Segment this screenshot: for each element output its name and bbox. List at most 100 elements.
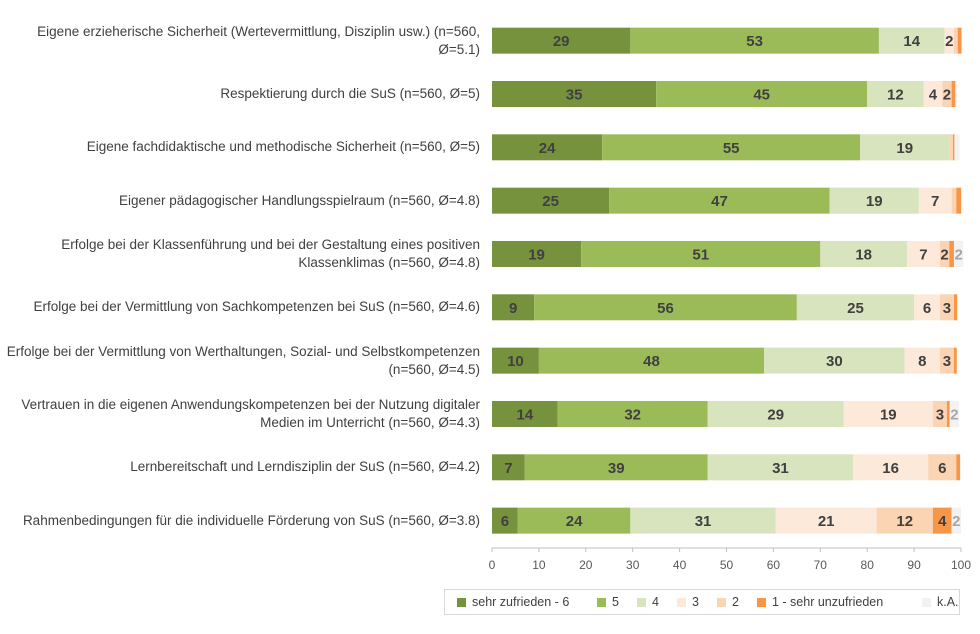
data-label: 4 <box>929 87 938 104</box>
bar-segment <box>953 347 957 374</box>
x-tick-label: 50 <box>720 558 734 572</box>
legend-item: 1 - sehr unzufrieden <box>757 595 883 609</box>
bar-segment <box>953 294 958 321</box>
legend-label: 2 <box>732 595 739 609</box>
bar-segment <box>944 27 954 54</box>
data-label: 2 <box>954 246 962 263</box>
bar-segment <box>557 400 708 427</box>
legend-item: 3 <box>677 595 699 609</box>
bar-segment <box>951 507 961 534</box>
category-label: Respektierung durch die SuS (n=560, Ø=5) <box>220 85 480 101</box>
data-label: 2 <box>945 33 953 50</box>
data-label: 9 <box>509 300 517 317</box>
data-label: 2 <box>940 246 948 263</box>
bar-segment <box>538 347 765 374</box>
data-label: 6 <box>938 460 946 477</box>
bar-segment <box>707 454 854 481</box>
data-label: 29 <box>767 406 784 423</box>
bar-segment <box>860 134 950 161</box>
bar-segment <box>876 507 933 534</box>
data-label: 4 <box>938 513 947 530</box>
legend-label: sehr zufrieden - 6 <box>472 595 570 609</box>
data-label: 30 <box>826 353 843 370</box>
bar-segment <box>609 187 830 214</box>
data-label: 35 <box>566 87 583 104</box>
legend-swatch <box>922 598 931 607</box>
bar-segment <box>517 507 631 534</box>
bar-segment <box>949 134 954 161</box>
bar-segment <box>954 134 960 161</box>
data-label: 56 <box>657 300 674 317</box>
data-label: 7 <box>931 193 939 210</box>
data-label: 48 <box>643 353 660 370</box>
bar-segment <box>953 134 955 161</box>
legend-swatch <box>757 598 766 607</box>
bar-segment <box>914 294 940 321</box>
bar-segment <box>764 347 905 374</box>
legend-label: 3 <box>692 595 699 609</box>
bar-segment <box>492 507 518 534</box>
x-tick-label: 100 <box>951 558 971 572</box>
data-label: 3 <box>936 406 944 423</box>
legend-label: 4 <box>652 595 659 609</box>
legend-label: k.A. <box>937 595 959 609</box>
bar-segment <box>907 240 940 267</box>
category-label: Erfolge bei der Vermittlung von Sachkomp… <box>33 299 480 315</box>
data-label: 24 <box>539 140 556 157</box>
data-label: 25 <box>847 300 864 317</box>
data-label: 55 <box>723 140 740 157</box>
data-label: 19 <box>528 246 545 263</box>
bar-segment <box>953 27 958 54</box>
legend-item: 2 <box>717 595 739 609</box>
data-label: 12 <box>887 87 904 104</box>
category-label: Rahmenbedingungen für die individuelle F… <box>22 512 480 528</box>
data-label: 3 <box>943 300 951 317</box>
bar-segment <box>939 240 950 267</box>
bar-segment <box>928 454 957 481</box>
bar-segment <box>492 347 539 374</box>
category-label: Eigene erzieherische Sicherheit (Werteve… <box>37 23 480 57</box>
data-label: 51 <box>692 246 709 263</box>
category-label: Vertrauen in die eigenen Anwendungskompe… <box>21 396 480 430</box>
data-label: 32 <box>624 406 641 423</box>
bar-segment <box>951 81 956 107</box>
data-label: 19 <box>866 193 883 210</box>
bar-segment <box>946 400 950 427</box>
data-label: 10 <box>507 353 524 370</box>
x-tick-label: 70 <box>814 558 828 572</box>
bar-segment <box>961 187 962 214</box>
bar-segment <box>956 187 961 214</box>
bar-segment <box>932 507 952 534</box>
data-label: 6 <box>501 513 509 530</box>
legend-label: 1 - sehr unzufrieden <box>772 595 884 609</box>
data-label: 18 <box>855 246 872 263</box>
bar-segment <box>843 400 933 427</box>
bar-segment <box>492 134 603 161</box>
data-label: 29 <box>553 33 570 50</box>
bar-segment <box>949 400 960 427</box>
data-label: 2 <box>952 513 960 530</box>
bar-segment <box>939 294 954 321</box>
bar-segment <box>492 240 582 267</box>
data-label: 19 <box>880 406 897 423</box>
legend: sehr zufrieden - 6 5 4 3 2 1 - sehr unzufried… <box>444 589 960 615</box>
x-tick-label: 90 <box>907 558 921 572</box>
bar-segment <box>775 507 877 534</box>
data-label: 3 <box>943 353 951 370</box>
category-label: Lernbereitschaft und Lerndisziplin der S… <box>130 459 480 475</box>
bar-segment <box>829 187 919 214</box>
data-label: 7 <box>504 460 512 477</box>
bar-segment <box>960 454 961 481</box>
data-label: 2 <box>943 87 951 104</box>
category-label: Erfolge bei der Klassenführung und bei d… <box>61 236 480 270</box>
data-label: 12 <box>896 513 913 530</box>
bar-segment <box>796 294 915 321</box>
bar-segment <box>492 27 631 54</box>
data-label: 8 <box>918 353 926 370</box>
data-label: 25 <box>542 193 559 210</box>
legend-item: sehr zufrieden - 6 <box>457 595 569 609</box>
bar-segment <box>707 400 844 427</box>
data-label: 6 <box>923 300 931 317</box>
bar-segment <box>942 81 952 107</box>
